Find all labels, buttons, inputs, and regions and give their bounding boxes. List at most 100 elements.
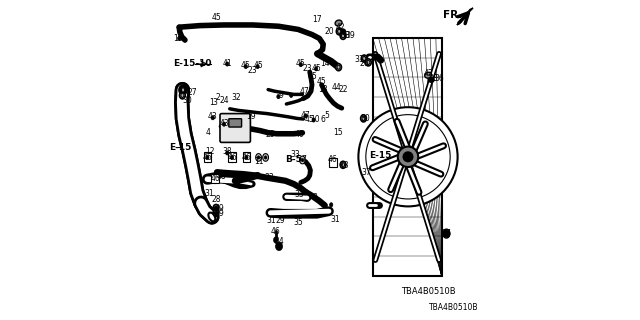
Text: 13: 13 (339, 161, 349, 170)
Ellipse shape (179, 92, 186, 99)
Text: 47: 47 (301, 111, 310, 120)
Text: 23: 23 (248, 66, 258, 75)
Ellipse shape (300, 63, 303, 67)
Text: 43: 43 (219, 119, 229, 128)
Ellipse shape (362, 116, 365, 121)
Text: 32: 32 (231, 93, 241, 102)
Ellipse shape (342, 34, 344, 38)
Ellipse shape (275, 242, 282, 251)
Ellipse shape (361, 115, 366, 122)
Text: 36: 36 (435, 74, 444, 83)
Text: 14: 14 (320, 60, 330, 68)
Ellipse shape (274, 237, 278, 243)
Ellipse shape (314, 67, 317, 71)
Text: 8: 8 (312, 193, 317, 202)
Text: 15: 15 (333, 128, 342, 137)
Ellipse shape (304, 114, 307, 118)
Text: 49: 49 (214, 209, 224, 218)
Text: 31: 31 (204, 189, 214, 198)
Ellipse shape (256, 154, 262, 161)
Text: 45: 45 (241, 61, 251, 70)
Text: 5: 5 (324, 111, 330, 120)
Text: 38: 38 (340, 31, 350, 40)
Ellipse shape (179, 85, 187, 94)
Text: 6: 6 (320, 116, 325, 124)
Text: 45: 45 (296, 60, 306, 68)
Ellipse shape (340, 32, 346, 39)
Ellipse shape (362, 56, 366, 60)
Ellipse shape (214, 206, 218, 210)
Ellipse shape (214, 212, 218, 216)
Ellipse shape (257, 156, 260, 159)
Bar (329, 158, 337, 167)
Circle shape (366, 115, 450, 199)
Ellipse shape (342, 163, 344, 167)
Text: 20: 20 (324, 28, 335, 36)
FancyBboxPatch shape (220, 114, 250, 142)
Text: 49: 49 (214, 204, 224, 213)
Text: 18: 18 (319, 85, 328, 94)
Ellipse shape (213, 209, 219, 216)
Ellipse shape (211, 116, 214, 120)
Circle shape (358, 107, 458, 206)
Ellipse shape (367, 60, 370, 65)
Text: 46: 46 (227, 153, 237, 162)
Text: 38: 38 (429, 74, 438, 83)
Text: 19: 19 (246, 112, 256, 121)
Text: 30: 30 (360, 114, 370, 123)
Text: 45: 45 (305, 115, 315, 124)
Ellipse shape (339, 29, 346, 34)
Ellipse shape (206, 155, 209, 160)
Text: 46: 46 (210, 174, 220, 183)
Circle shape (443, 230, 449, 237)
Circle shape (398, 147, 419, 167)
Text: 28: 28 (211, 195, 221, 204)
Ellipse shape (340, 161, 346, 168)
Text: 12: 12 (205, 148, 214, 156)
Text: 46: 46 (328, 156, 338, 164)
Ellipse shape (330, 203, 333, 207)
Ellipse shape (181, 93, 184, 98)
Ellipse shape (213, 204, 219, 212)
Text: 45: 45 (212, 13, 222, 22)
Text: 10: 10 (310, 115, 319, 124)
Text: E-15: E-15 (369, 151, 391, 160)
Text: 33: 33 (265, 173, 275, 182)
Text: 9: 9 (278, 92, 284, 100)
Ellipse shape (301, 158, 303, 162)
Text: 33: 33 (291, 150, 300, 159)
Text: 33: 33 (294, 190, 305, 199)
Ellipse shape (443, 229, 450, 238)
Text: 4: 4 (205, 128, 211, 137)
Text: 42: 42 (423, 69, 433, 78)
Text: 1: 1 (209, 98, 214, 107)
Ellipse shape (337, 28, 342, 35)
Ellipse shape (336, 64, 342, 71)
Ellipse shape (300, 156, 305, 164)
Ellipse shape (338, 29, 341, 33)
Text: 17: 17 (312, 15, 322, 24)
Text: 40: 40 (294, 130, 304, 139)
Text: 7: 7 (301, 156, 306, 164)
Text: 46: 46 (202, 153, 212, 162)
Ellipse shape (276, 94, 280, 99)
Bar (243, 152, 250, 162)
Text: 44: 44 (331, 84, 341, 92)
Text: 46: 46 (241, 153, 252, 162)
Text: 23: 23 (302, 64, 312, 73)
Text: 46: 46 (271, 227, 281, 236)
Ellipse shape (337, 65, 340, 69)
Ellipse shape (312, 118, 316, 122)
Text: 45: 45 (253, 61, 264, 70)
Text: 39: 39 (345, 31, 355, 40)
Text: E-15-10: E-15-10 (173, 60, 211, 68)
Text: 31: 31 (266, 216, 276, 225)
Text: 37: 37 (442, 229, 451, 238)
Ellipse shape (226, 151, 229, 155)
Circle shape (403, 152, 413, 162)
Text: 3: 3 (212, 98, 218, 107)
Ellipse shape (184, 38, 187, 42)
Ellipse shape (335, 20, 342, 26)
Text: 45: 45 (308, 72, 318, 81)
Polygon shape (457, 8, 473, 25)
